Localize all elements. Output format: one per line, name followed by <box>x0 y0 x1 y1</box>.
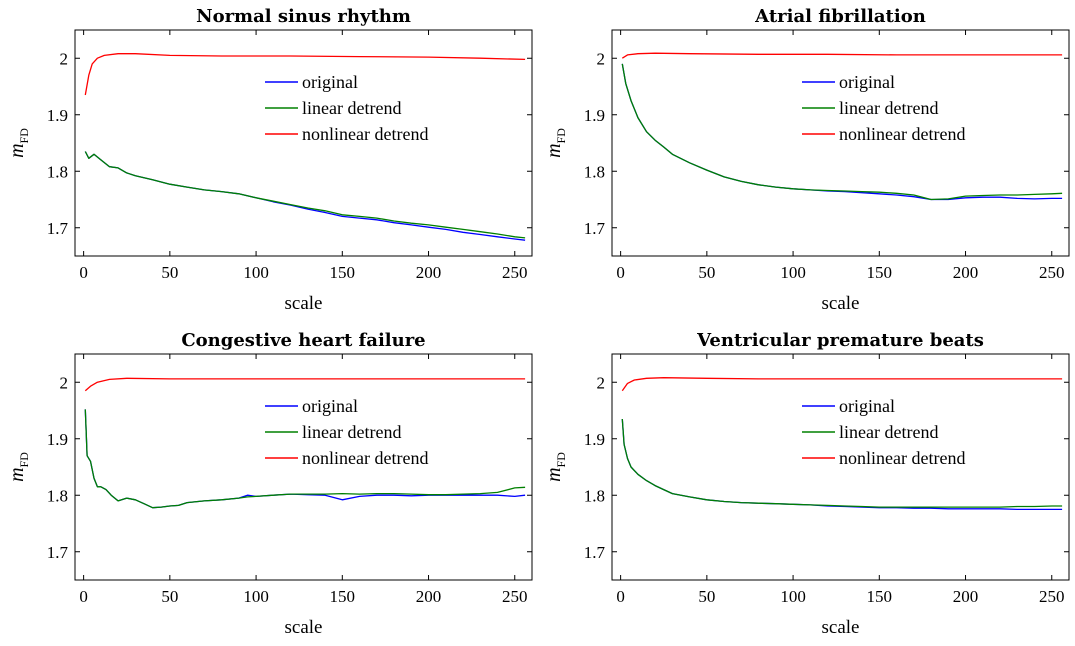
legend-label: nonlinear detrend <box>302 448 428 468</box>
y-tick-label: 1.8 <box>47 162 68 181</box>
chart-panel-normal-sinus-rhythm: Normal sinus rhythm 0 50 100 150 200 250 1.7 1.8… <box>6 6 533 314</box>
x-tick-label: 100 <box>243 587 269 606</box>
x-tick-label: 250 <box>502 587 528 606</box>
x-tick-label: 250 <box>1039 587 1065 606</box>
x-tick-label: 250 <box>502 263 528 282</box>
chart-title: Ventricular premature beats <box>696 330 984 351</box>
series-line-original <box>84 151 526 241</box>
legend-label: original <box>839 396 895 416</box>
legend-label: original <box>839 72 895 92</box>
x-tick-label: 150 <box>330 587 356 606</box>
legend-label: linear detrend <box>302 98 401 118</box>
legend: original linear detrend nonlinear detrend <box>802 72 965 144</box>
y-tick-label: 2 <box>60 49 69 68</box>
chart-panel-congestive-heart-failure: Congestive heart failure 0 50 100 150 200 250 1… <box>6 330 533 638</box>
y-tick-label: 2 <box>597 373 606 392</box>
series-line-nonlinear-detrend <box>621 52 1063 59</box>
legend-label: linear detrend <box>839 422 938 442</box>
legend-label: original <box>302 72 358 92</box>
series-group <box>84 377 526 509</box>
series-line-nonlinear-detrend <box>621 377 1063 392</box>
legend-label: nonlinear detrend <box>839 448 965 468</box>
legend: original linear detrend nonlinear detrend <box>802 396 965 468</box>
series-group <box>621 377 1063 511</box>
y-axis-label: mFD <box>6 452 31 482</box>
x-tick-label: 50 <box>161 587 178 606</box>
y-axis-label: mFD <box>543 452 568 482</box>
series-line-linear-detrend <box>621 418 1063 508</box>
series-line-linear-detrend <box>621 63 1063 201</box>
x-tick-label: 100 <box>780 263 806 282</box>
y-tick-label: 1.7 <box>47 543 69 562</box>
series-group <box>621 52 1063 201</box>
axes-frame <box>74 29 533 257</box>
legend-label: linear detrend <box>839 98 938 118</box>
chart-title: Atrial fibrillation <box>754 6 926 27</box>
chart-title: Normal sinus rhythm <box>196 6 411 27</box>
legend: original linear detrend nonlinear detrend <box>265 72 428 144</box>
chart-panel-atrial-fibrillation: Atrial fibrillation 0 50 100 150 200 250 1.7 1.8… <box>543 6 1070 314</box>
x-tick-label: 150 <box>867 263 893 282</box>
x-tick-label: 0 <box>616 263 625 282</box>
x-tick-label: 100 <box>243 263 269 282</box>
x-tick-label: 150 <box>330 263 356 282</box>
y-tick-label: 1.8 <box>47 486 68 505</box>
axes-frame <box>74 353 533 581</box>
series-group <box>84 53 526 241</box>
x-tick-label: 100 <box>780 587 806 606</box>
x-axis-label: scale <box>822 617 860 638</box>
x-axis-label: scale <box>822 293 860 314</box>
y-tick-label: 1.9 <box>47 106 68 125</box>
x-tick-label: 200 <box>953 587 979 606</box>
axes-frame <box>611 29 1070 257</box>
x-tick-label: 50 <box>161 263 178 282</box>
series-line-linear-detrend <box>84 151 526 239</box>
chart-title: Congestive heart failure <box>181 330 425 351</box>
x-tick-label: 0 <box>79 587 88 606</box>
x-tick-label: 50 <box>698 587 715 606</box>
y-tick-label: 2 <box>597 49 606 68</box>
x-tick-label: 200 <box>953 263 979 282</box>
legend: original linear detrend nonlinear detrend <box>265 396 428 468</box>
y-tick-label: 1.8 <box>584 162 605 181</box>
series-line-nonlinear-detrend <box>84 377 526 392</box>
y-tick-label: 1.7 <box>584 219 606 238</box>
x-tick-label: 200 <box>416 263 442 282</box>
x-tick-label: 50 <box>698 263 715 282</box>
y-tick-label: 1.9 <box>47 430 68 449</box>
legend-label: nonlinear detrend <box>839 124 965 144</box>
y-tick-label: 1.7 <box>584 543 606 562</box>
series-line-linear-detrend <box>84 409 526 509</box>
x-axis-label: scale <box>285 617 323 638</box>
y-tick-label: 1.8 <box>584 486 605 505</box>
y-tick-label: 2 <box>60 373 69 392</box>
x-tick-label: 250 <box>1039 263 1065 282</box>
x-tick-label: 200 <box>416 587 442 606</box>
series-line-nonlinear-detrend <box>84 53 526 96</box>
legend-label: original <box>302 396 358 416</box>
x-tick-label: 0 <box>616 587 625 606</box>
legend-label: nonlinear detrend <box>302 124 428 144</box>
axes-frame <box>611 353 1070 581</box>
chart-panel-ventricular-premature-beats: Ventricular premature beats 0 50 100 150 200 2… <box>543 330 1070 638</box>
y-tick-label: 1.9 <box>584 106 605 125</box>
x-tick-label: 0 <box>79 263 88 282</box>
y-tick-label: 1.9 <box>584 430 605 449</box>
y-axis-label: mFD <box>543 128 568 158</box>
x-axis-label: scale <box>285 293 323 314</box>
x-tick-label: 150 <box>867 587 893 606</box>
y-axis-label: mFD <box>6 128 31 158</box>
legend-label: linear detrend <box>302 422 401 442</box>
y-tick-label: 1.7 <box>47 219 69 238</box>
